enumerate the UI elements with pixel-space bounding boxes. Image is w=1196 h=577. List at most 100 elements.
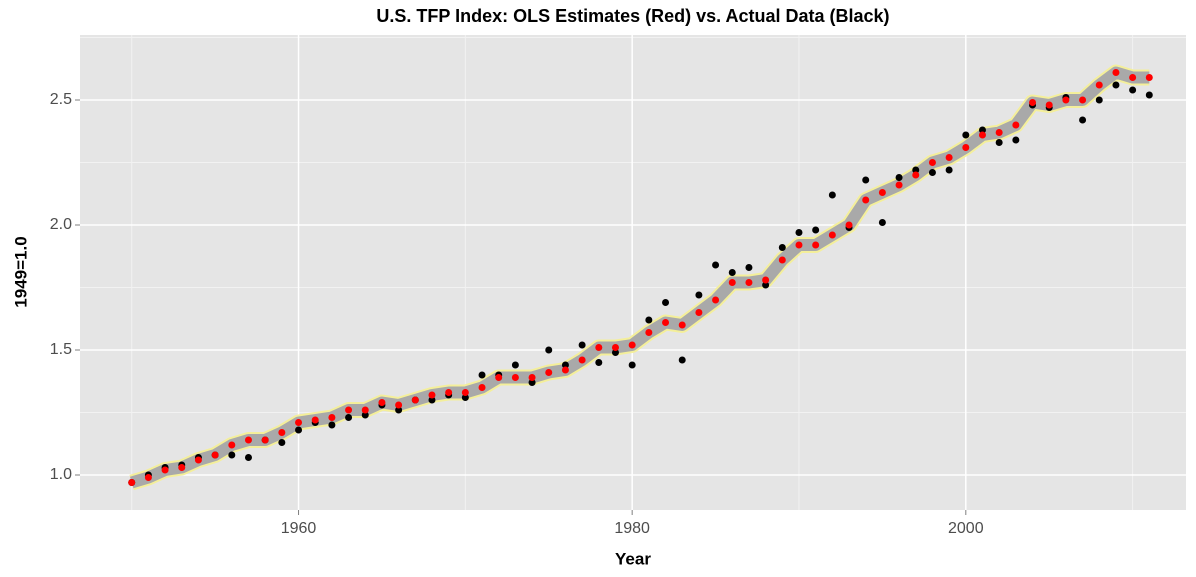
point bbox=[795, 241, 803, 249]
point bbox=[695, 309, 703, 316]
point bbox=[194, 456, 202, 464]
point bbox=[862, 196, 870, 204]
point bbox=[662, 319, 670, 326]
x-tick-label: 2000 bbox=[948, 520, 984, 537]
point bbox=[278, 429, 286, 436]
plot-panel bbox=[80, 35, 1186, 510]
point bbox=[928, 159, 936, 166]
point bbox=[128, 479, 136, 486]
point bbox=[528, 374, 536, 381]
point bbox=[361, 406, 369, 414]
point bbox=[962, 144, 970, 151]
point bbox=[511, 361, 519, 369]
point bbox=[828, 191, 836, 199]
point bbox=[845, 221, 853, 229]
point bbox=[211, 451, 219, 459]
point bbox=[428, 396, 436, 404]
point bbox=[628, 341, 636, 349]
point bbox=[228, 441, 236, 449]
point bbox=[1095, 81, 1103, 89]
point bbox=[395, 406, 403, 414]
point bbox=[895, 174, 903, 181]
point bbox=[361, 411, 369, 419]
point bbox=[1129, 74, 1137, 81]
point bbox=[795, 229, 803, 236]
point bbox=[595, 344, 603, 351]
point bbox=[178, 464, 186, 471]
point bbox=[645, 316, 653, 324]
point bbox=[445, 389, 453, 396]
point bbox=[878, 219, 886, 226]
point bbox=[295, 419, 303, 426]
point bbox=[545, 369, 553, 376]
point bbox=[928, 169, 936, 176]
point bbox=[561, 366, 569, 374]
point bbox=[228, 451, 236, 459]
point bbox=[778, 256, 786, 264]
point bbox=[995, 139, 1003, 146]
point bbox=[328, 414, 336, 421]
point bbox=[578, 341, 586, 349]
point bbox=[978, 126, 986, 134]
point bbox=[762, 276, 770, 284]
point bbox=[678, 321, 686, 329]
point bbox=[528, 379, 536, 386]
point bbox=[728, 279, 736, 286]
point bbox=[595, 359, 603, 366]
point bbox=[244, 436, 252, 444]
point bbox=[912, 166, 920, 174]
point bbox=[1062, 96, 1070, 104]
point bbox=[1012, 136, 1020, 144]
point bbox=[962, 131, 970, 139]
point bbox=[712, 296, 720, 304]
point bbox=[478, 371, 486, 379]
point bbox=[261, 436, 269, 444]
point bbox=[628, 361, 636, 369]
point bbox=[995, 129, 1003, 136]
point bbox=[378, 399, 386, 406]
x-axis-label: Year bbox=[615, 549, 651, 568]
point bbox=[1029, 99, 1037, 106]
y-tick-label: 2.0 bbox=[50, 216, 72, 233]
point bbox=[278, 439, 286, 446]
y-tick-label: 2.5 bbox=[50, 91, 72, 108]
point bbox=[428, 391, 436, 399]
point bbox=[478, 384, 486, 391]
point bbox=[812, 226, 820, 234]
point bbox=[978, 131, 986, 139]
point bbox=[345, 414, 353, 421]
point bbox=[1145, 91, 1153, 99]
point bbox=[1112, 81, 1120, 89]
point bbox=[645, 329, 653, 336]
point bbox=[295, 426, 303, 434]
point bbox=[1079, 116, 1087, 124]
point bbox=[461, 389, 469, 396]
point bbox=[762, 281, 770, 289]
point bbox=[161, 466, 169, 474]
point bbox=[695, 291, 703, 299]
point bbox=[461, 394, 469, 401]
point bbox=[1045, 101, 1053, 109]
y-tick-label: 1.5 bbox=[50, 341, 72, 358]
point bbox=[1095, 96, 1103, 104]
point bbox=[745, 264, 753, 271]
point bbox=[728, 269, 736, 276]
point bbox=[411, 396, 419, 404]
point bbox=[712, 261, 720, 269]
point bbox=[878, 189, 886, 196]
point bbox=[611, 344, 619, 351]
point bbox=[244, 454, 252, 461]
point bbox=[945, 166, 953, 174]
point bbox=[561, 361, 569, 369]
chart-title: U.S. TFP Index: OLS Estimates (Red) vs. … bbox=[376, 6, 889, 26]
point bbox=[495, 374, 503, 381]
x-tick-label: 1960 bbox=[281, 520, 317, 537]
point bbox=[395, 401, 403, 409]
point bbox=[328, 421, 336, 429]
point bbox=[828, 231, 836, 239]
point bbox=[545, 346, 553, 354]
point bbox=[812, 241, 820, 249]
point bbox=[862, 176, 870, 184]
point bbox=[678, 356, 686, 364]
